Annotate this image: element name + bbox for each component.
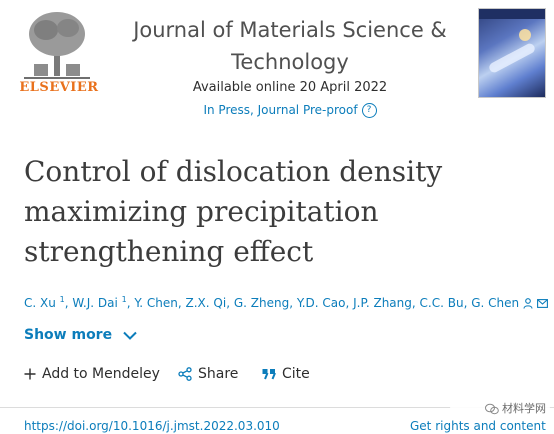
person-icon[interactable] [523,298,533,309]
author-link[interactable]: G. Zheng [233,296,290,310]
cite-button[interactable]: Cite [262,366,310,382]
plus-icon [24,368,36,380]
envelope-icon[interactable] [536,299,548,308]
show-more-label: Show more [24,327,113,343]
article-title-line3: strengthening effect [24,235,314,268]
journal-title-line1: Journal of Materials Science & [133,18,447,42]
watermark-label: 材料学网 [502,402,546,415]
wechat-icon [484,403,499,415]
share-label: Share [198,366,239,382]
elsevier-logo[interactable]: ELSEVIER [14,8,104,98]
cite-label: Cite [282,366,310,382]
author-affiliation[interactable]: 1 [121,295,127,304]
doi-link[interactable]: https://doi.org/10.1016/j.jmst.2022.03.0… [24,419,280,433]
in-press-status[interactable]: In Press, Journal Pre-proof? [120,103,460,118]
watermark: 材料学网 [450,398,550,420]
publisher-name: ELSEVIER [19,80,99,95]
tree-icon [24,12,90,79]
quote-icon [262,369,276,380]
mendeley-label: Add to Mendeley [42,366,160,382]
article-title-line2: maximizing precipitation [24,195,379,228]
in-press-label: In Press, Journal Pre-proof [203,103,358,117]
cover-band [479,9,545,19]
get-rights-link[interactable]: Get rights and content [410,419,546,433]
journal-cover-image[interactable] [478,8,546,98]
footer-divider [0,407,554,408]
available-online-date: Available online 20 April 2022 [192,80,388,95]
journal-title-line2: Technology [231,50,349,74]
chevron-down-icon [123,331,137,340]
author-link[interactable]: J.P. Zhang [353,296,412,310]
article-title: Control of dislocation density maximizin… [24,152,524,272]
cover-dot [519,29,531,41]
author-link[interactable]: W.J. Dai [72,296,118,310]
article-header: ELSEVIER Journal of Materials Science & … [0,0,554,130]
author-link[interactable]: Y.D. Cao [296,296,346,310]
show-more-button[interactable]: Show more [24,327,137,343]
author-link[interactable]: Z.X. Qi [185,296,227,310]
article-title-line1: Control of dislocation density [24,155,443,188]
author-link[interactable]: C. Xu [24,296,56,310]
share-button[interactable]: Share [178,366,238,382]
help-icon[interactable]: ? [361,103,377,118]
author-link[interactable]: Y. Chen [134,296,178,310]
journal-title[interactable]: Journal of Materials Science & Technolog… [120,14,460,78]
author-link[interactable]: C.C. Bu [419,296,464,310]
author-affiliation[interactable]: 1 [59,295,65,304]
author-list: C. Xu 1, W.J. Dai 1, Y. Chen, Z.X. Qi, G… [24,295,548,310]
cover-streak [487,41,537,75]
share-icon [178,367,192,381]
add-to-mendeley-button[interactable]: Add to Mendeley [24,366,160,382]
author-link[interactable]: G. Chen [471,296,520,310]
